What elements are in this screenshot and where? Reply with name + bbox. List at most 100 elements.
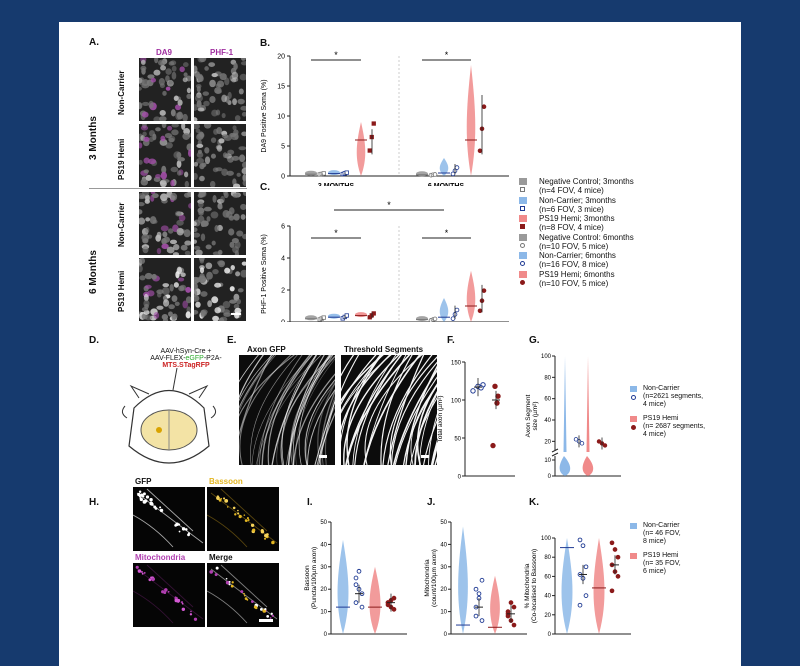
y-tick-label: 30 xyxy=(440,565,447,571)
axon-fibre xyxy=(341,355,355,377)
data-point xyxy=(495,393,501,399)
micrograph-phf1-ps19-3m xyxy=(194,124,246,187)
y-tick-label: 40 xyxy=(320,542,327,548)
scale-bar xyxy=(231,313,241,315)
puncta xyxy=(187,532,191,535)
y-tick-label: 10 xyxy=(544,458,551,464)
micrograph-texture xyxy=(139,258,191,321)
y-axis-label-line: Bassoon xyxy=(304,565,311,591)
micrograph-texture xyxy=(139,124,191,187)
data-point xyxy=(454,165,460,170)
puncta xyxy=(149,501,154,506)
group-label-3-months: 3 Months xyxy=(88,116,99,160)
data-point xyxy=(477,308,483,314)
puncta xyxy=(231,581,234,584)
y-tick-label: 20 xyxy=(440,587,447,593)
y-tick-label: 60 xyxy=(544,397,551,403)
puncta xyxy=(259,607,263,611)
axon-fibre xyxy=(220,564,268,608)
data-point xyxy=(609,540,615,546)
data-point xyxy=(356,568,362,574)
axon-fibre xyxy=(405,365,437,465)
puncta xyxy=(180,601,184,604)
violin xyxy=(593,538,605,634)
puncta xyxy=(225,577,228,580)
axon-fibre xyxy=(414,391,437,465)
y-tick-label: 20 xyxy=(277,54,285,61)
axon-fibre xyxy=(295,358,335,465)
panel-d-letter: D. xyxy=(89,335,99,346)
legend-marker xyxy=(520,279,525,285)
axon-fibre xyxy=(239,355,260,383)
data-point xyxy=(353,582,359,588)
puncta xyxy=(260,529,264,532)
legend-label: 4 mice) xyxy=(643,401,666,408)
puncta xyxy=(181,602,184,605)
axon-fibre xyxy=(239,355,275,410)
puncta xyxy=(234,513,237,516)
legend-label: PS19 Hemi xyxy=(643,415,679,422)
axon-fibre xyxy=(343,355,400,465)
y-tick-label: 50 xyxy=(320,520,327,526)
y-tick-label: 100 xyxy=(451,399,462,405)
violin xyxy=(458,526,468,634)
micrograph-h-mito xyxy=(133,563,205,627)
panel-c-letter: C. xyxy=(260,182,270,193)
data-point xyxy=(579,441,585,446)
axon-fibre xyxy=(392,369,437,465)
puncta xyxy=(220,497,223,500)
axon-fibre xyxy=(345,355,411,465)
y-axis-label-line: Mitochondria xyxy=(424,559,431,597)
row-label-nc-6m: Non-Carrier xyxy=(117,202,126,247)
data-point xyxy=(479,577,485,583)
legend-swatch xyxy=(630,386,637,392)
puncta xyxy=(139,497,143,502)
group-label-3m: 3 MONTHS xyxy=(318,183,355,186)
axon-fibre xyxy=(207,514,248,548)
legend-label: 8 mice) xyxy=(643,538,666,545)
axon-fibre xyxy=(255,355,322,465)
axon-fibre xyxy=(317,382,335,465)
violin xyxy=(439,298,449,322)
legend-marker xyxy=(520,187,525,192)
puncta xyxy=(193,617,198,621)
data-point xyxy=(615,554,621,560)
puncta xyxy=(145,495,150,499)
panel-b-letter: B. xyxy=(260,38,270,49)
legend-item: PS19 Hemi (n= 35 FOV, 6 mice) xyxy=(629,552,739,576)
puncta xyxy=(137,492,141,497)
legend-label: Negative Control; 3months xyxy=(539,177,634,186)
violin xyxy=(328,313,340,319)
y-tick-label: 80 xyxy=(544,555,551,561)
legend-main: Negative Control; 3months (n=4 FOV, 4 mic… xyxy=(517,177,737,288)
axon-fibre xyxy=(430,439,437,465)
data-point xyxy=(511,604,517,610)
group-divider xyxy=(89,188,247,189)
data-point xyxy=(583,593,589,598)
legend-label: PS19 Hemi; 3months xyxy=(539,214,615,223)
y-axis-label-line: (count/100µm axon) xyxy=(431,549,438,607)
axon-fibre xyxy=(324,395,335,465)
legend-item: PS19 Hemi; 3months (n=8 FOV, 4 mice) xyxy=(517,214,737,232)
violin xyxy=(490,575,500,634)
puncta xyxy=(253,605,257,609)
chart-g-segment-size: 20 40 60 80 100 0 10 Axon Segment size (µm²) xyxy=(525,354,621,480)
legend-swatch xyxy=(519,252,527,259)
legend-item: PS19 Hemi (n= 2687 segments, 4 mice) xyxy=(629,415,739,439)
legend-swatch xyxy=(519,196,527,204)
legend-marker xyxy=(520,242,525,248)
axon-fibre xyxy=(292,373,335,465)
y-tick-label: 5 xyxy=(281,144,285,151)
axon-fibre xyxy=(341,355,377,406)
panel-e-title-threshold: Threshold Segments xyxy=(344,345,424,354)
y-axis-label-line2: size (µm²) xyxy=(532,401,539,430)
panel-g-letter: G. xyxy=(529,335,540,346)
micrograph-texture xyxy=(194,258,246,321)
puncta xyxy=(151,577,155,581)
axon-fibre xyxy=(251,355,313,465)
significance-star: * xyxy=(334,50,338,60)
axon-fibre xyxy=(427,413,437,465)
y-tick-label: 50 xyxy=(440,520,447,526)
chart-f-total-axon: 0 50 100 150 Total axon (µm²) xyxy=(437,361,515,481)
data-point xyxy=(612,547,618,552)
